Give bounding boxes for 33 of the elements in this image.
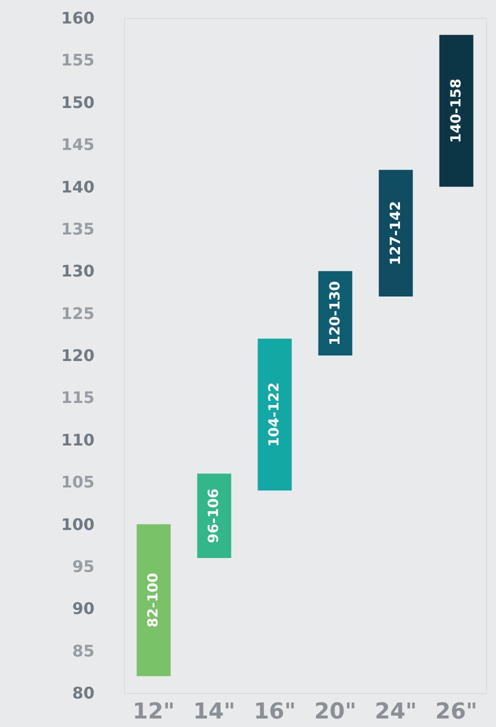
y-tick-label: 100 [61, 514, 94, 534]
data-label: 120-130 [327, 280, 344, 346]
data-label: 96-106 [206, 488, 222, 544]
x-tick-label: 16" [254, 700, 296, 724]
y-tick-label: 155 [61, 50, 94, 70]
y-tick-label: 80 [72, 684, 94, 702]
y-tick-label: 130 [61, 262, 94, 281]
data-label: 127-142 [388, 201, 404, 266]
y-tick-label: 95 [72, 556, 94, 576]
x-tick-label: 26" [435, 700, 478, 724]
y-tick-label: 150 [61, 92, 94, 112]
y-tick-label: 135 [61, 219, 94, 238]
data-label: 82-100 [146, 572, 162, 628]
y-tick-label: 105 [61, 472, 94, 492]
y-tick-label: 125 [61, 304, 94, 323]
data-label: 104-122 [266, 382, 283, 447]
y-tick-label: 160 [61, 8, 94, 28]
y-tick-label: 115 [61, 388, 94, 408]
data-label: 140-158 [448, 78, 464, 143]
y-tick-label: 120 [61, 346, 94, 365]
y-tick-label: 145 [61, 135, 94, 154]
y-tick-label: 90 [72, 599, 94, 618]
y-tick-label: 110 [61, 430, 94, 450]
bar [378, 170, 413, 296]
x-tick-label: 20" [314, 700, 356, 724]
y-tick-label: 85 [72, 641, 94, 660]
y-tick-label: 140 [61, 177, 94, 196]
bar [439, 34, 474, 187]
x-tick-label: 12" [132, 700, 175, 724]
bar [136, 524, 171, 676]
bar [258, 338, 292, 490]
x-tick-label: 24" [374, 700, 417, 724]
x-tick-label: 14" [193, 700, 236, 724]
